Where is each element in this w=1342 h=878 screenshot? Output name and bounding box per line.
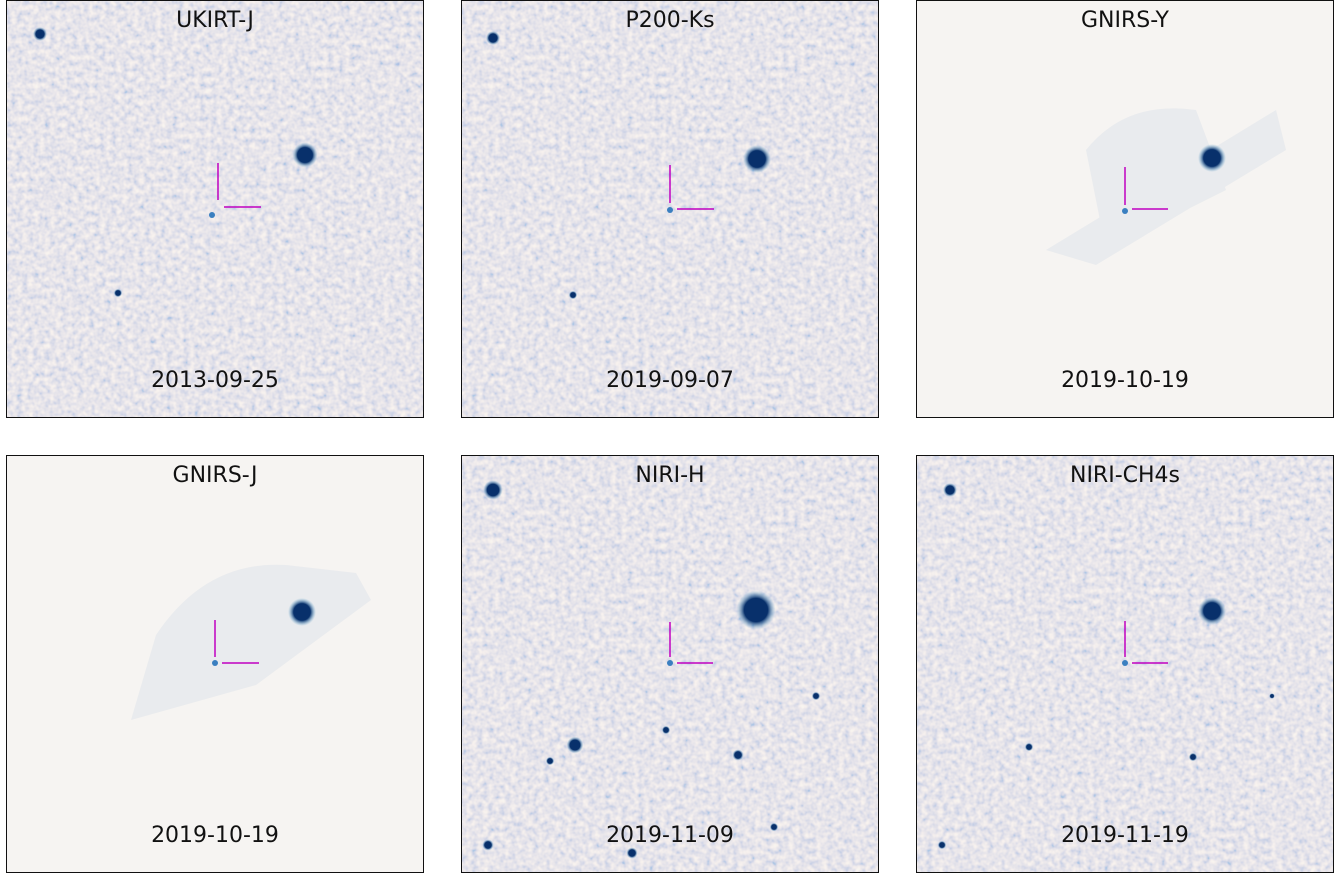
star — [292, 142, 318, 168]
panel-date: 2019-11-19 — [1061, 823, 1189, 848]
star — [1269, 693, 1275, 699]
star — [288, 598, 316, 626]
star — [113, 288, 123, 298]
image-footprint — [1046, 108, 1286, 265]
target — [1122, 208, 1128, 214]
target — [209, 212, 215, 218]
image-frame — [916, 0, 1334, 418]
star — [943, 483, 957, 497]
target — [1122, 660, 1128, 666]
star — [661, 725, 671, 735]
star — [769, 822, 779, 832]
image-panel: NIRI-H 2019-11-09 — [461, 455, 879, 873]
star — [486, 31, 500, 45]
star — [482, 839, 494, 851]
target — [212, 660, 218, 666]
star — [732, 749, 744, 761]
image-panel: GNIRS-Y 2019-10-19 — [916, 0, 1334, 418]
panel-title: GNIRS-J — [173, 463, 258, 488]
image-noise — [6, 0, 424, 418]
star — [566, 736, 584, 754]
star — [811, 691, 821, 701]
image-frame — [461, 0, 879, 418]
target — [667, 660, 673, 666]
star — [1188, 752, 1198, 762]
star — [483, 480, 503, 500]
panel-date: 2013-09-25 — [151, 368, 279, 393]
star — [626, 847, 638, 859]
panel-title: GNIRS-Y — [1081, 8, 1170, 33]
image-panel: P200-Ks 2019-09-07 — [461, 0, 879, 418]
star — [1024, 742, 1034, 752]
panel-title: NIRI-CH4s — [1070, 463, 1180, 488]
image-panel: GNIRS-J 2019-10-19 — [6, 455, 424, 873]
star — [33, 27, 47, 41]
target — [667, 207, 673, 213]
star — [568, 290, 578, 300]
star — [743, 145, 771, 173]
panel-title: P200-Ks — [625, 8, 714, 33]
panel-date: 2019-09-07 — [606, 368, 734, 393]
image-frame — [6, 0, 424, 418]
star — [937, 840, 947, 850]
star — [736, 590, 776, 630]
star — [1198, 144, 1226, 172]
image-panel: NIRI-CH4s 2019-11-19 — [916, 455, 1334, 873]
panel-title: UKIRT-J — [176, 8, 254, 33]
panel-date: 2019-10-19 — [1061, 368, 1189, 393]
panel-date: 2019-10-19 — [151, 823, 279, 848]
panel-title: NIRI-H — [635, 463, 704, 488]
star — [545, 756, 555, 766]
star — [1198, 597, 1226, 625]
panel-date: 2019-11-09 — [606, 823, 734, 848]
image-panel: UKIRT-J 2013-09-25 — [6, 0, 424, 418]
